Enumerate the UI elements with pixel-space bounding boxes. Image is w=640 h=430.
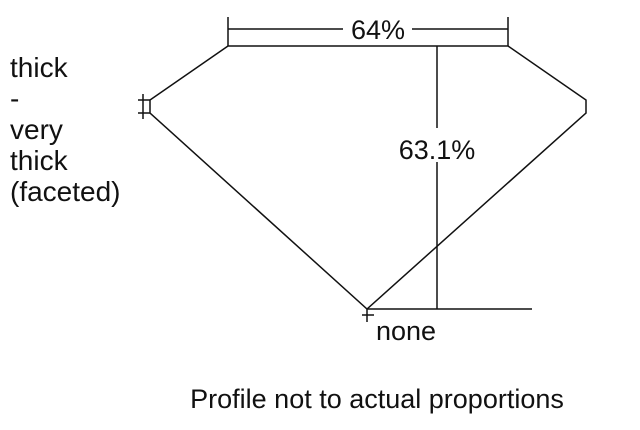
table-percent-label: 64%	[351, 15, 405, 45]
girdle-label-line: very	[10, 114, 63, 145]
girdle-label: thick - very thick (faceted)	[10, 52, 121, 207]
depth-percent-label: 63.1%	[399, 135, 476, 165]
gem-outline	[149, 45, 587, 311]
girdle-label-line: thick	[10, 52, 68, 83]
girdle-label-line: thick	[10, 145, 68, 176]
girdle-label-line: -	[10, 83, 20, 114]
culet-label: none	[376, 316, 436, 346]
caption: Profile not to actual proportions	[190, 384, 564, 414]
girdle-label-line: (faceted)	[10, 176, 121, 207]
